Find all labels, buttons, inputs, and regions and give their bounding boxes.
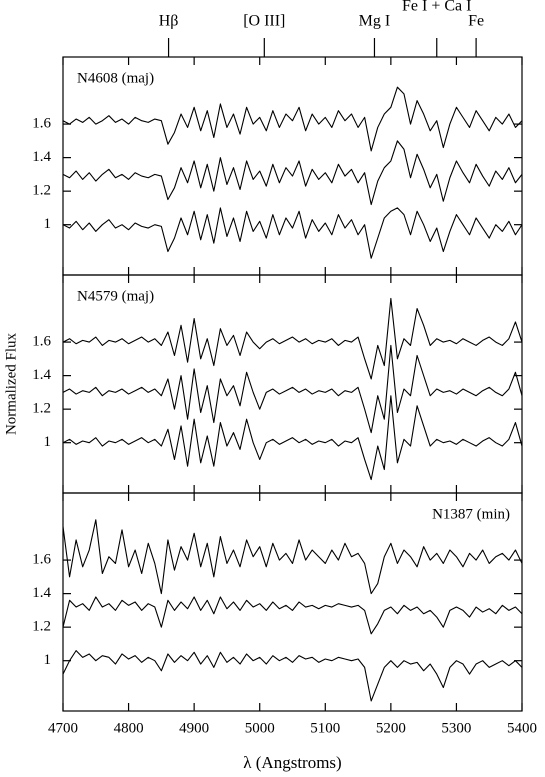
panel-label: N4608 (maj) [77, 70, 154, 86]
x-tick-label: 5300 [441, 720, 471, 736]
spectrum-line [62, 650, 523, 702]
x-tick-label: 5400 [507, 720, 537, 736]
y-tick-label: 1.6 [32, 552, 51, 568]
panel-label: N1387 (min) [432, 506, 510, 522]
y-tick-label: 1 [44, 434, 52, 450]
spectrum-line [62, 596, 523, 635]
x-tick-label: 5000 [245, 720, 275, 736]
panel-frame [62, 274, 523, 494]
x-axis-label: λ (Angstroms) [243, 753, 341, 772]
line-label: Hβ [159, 13, 179, 30]
x-tick-label: 4900 [179, 720, 209, 736]
panel-frame [62, 56, 523, 276]
y-tick-label: 1 [44, 216, 52, 232]
y-tick-label: 1.2 [32, 401, 51, 417]
spectrum-line [62, 86, 523, 152]
panel-frame [62, 492, 523, 712]
line-label: Fe I + Ca I [402, 0, 471, 15]
spectrum-line [62, 519, 523, 595]
y-tick-label: 1.6 [32, 334, 51, 350]
x-tick-label: 5100 [310, 720, 340, 736]
x-tick-label: 4800 [114, 720, 144, 736]
x-tick-label: 5200 [376, 720, 406, 736]
spectrum-line [62, 140, 523, 206]
spectrum-line [62, 344, 523, 434]
y-tick-label: 1.2 [32, 619, 51, 635]
line-label: Mg I [359, 13, 391, 30]
y-axis-label: Normalized Flux [3, 332, 19, 435]
spectrum-line [62, 297, 523, 380]
panel-label: N4579 (maj) [77, 288, 154, 304]
y-tick-label: 1 [44, 652, 52, 668]
y-tick-label: 1.2 [32, 183, 51, 199]
spectrum-line [62, 395, 523, 481]
y-tick-label: 1.6 [32, 116, 51, 132]
spectrum-line [62, 207, 523, 259]
x-tick-label: 4700 [48, 720, 78, 736]
line-label: [O III] [243, 13, 285, 30]
y-tick-label: 1.4 [32, 367, 51, 383]
y-tick-label: 1.4 [32, 585, 51, 601]
y-tick-label: 1.4 [32, 149, 51, 165]
line-label: Fe [468, 13, 484, 30]
